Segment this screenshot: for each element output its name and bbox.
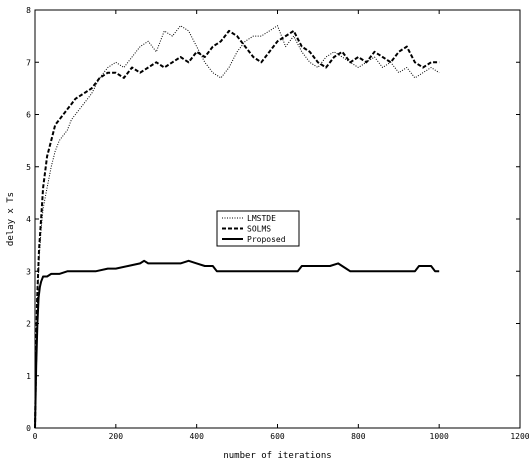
- y-tick-label-2: 2: [26, 320, 31, 329]
- x-axis-label: number of iterations: [223, 451, 331, 461]
- y-tick-label-5: 5: [26, 163, 31, 172]
- x-tick-label-0: 0: [33, 432, 38, 441]
- y-axis-label: delay x Ts: [6, 192, 16, 246]
- ticks-layer: 0 200 400 600 800 1000 1200 0 1 2 3 4 5 6 7 8: [26, 6, 529, 441]
- legend-label-proposed: Proposed: [247, 235, 286, 244]
- x-tick-label-2: 400: [189, 432, 204, 441]
- y-tick-label-0: 0: [26, 424, 31, 433]
- plot-layer: [34, 25, 440, 429]
- y-tick-label-6: 6: [26, 111, 31, 120]
- x-tick-label-3: 600: [270, 432, 285, 441]
- series-line-proposed: [34, 259, 440, 429]
- x-tick-label-6: 1200: [510, 432, 529, 441]
- x-tick-label-5: 1000: [430, 432, 449, 441]
- y-tick-label-3: 3: [26, 267, 31, 276]
- legend-label-solms: SOLMS: [247, 225, 271, 234]
- series-line-lmstde: [34, 25, 440, 429]
- series-line-solms: [34, 29, 440, 429]
- y-tick-label-7: 7: [26, 58, 31, 67]
- y-tick-label-1: 1: [26, 372, 31, 381]
- y-tick-label-4: 4: [26, 215, 31, 224]
- x-tick-label-4: 800: [351, 432, 366, 441]
- x-tick-label-1: 200: [109, 432, 124, 441]
- legend-label-lmstde: LMSTDE: [247, 214, 276, 223]
- y-tick-label-8: 8: [26, 6, 31, 15]
